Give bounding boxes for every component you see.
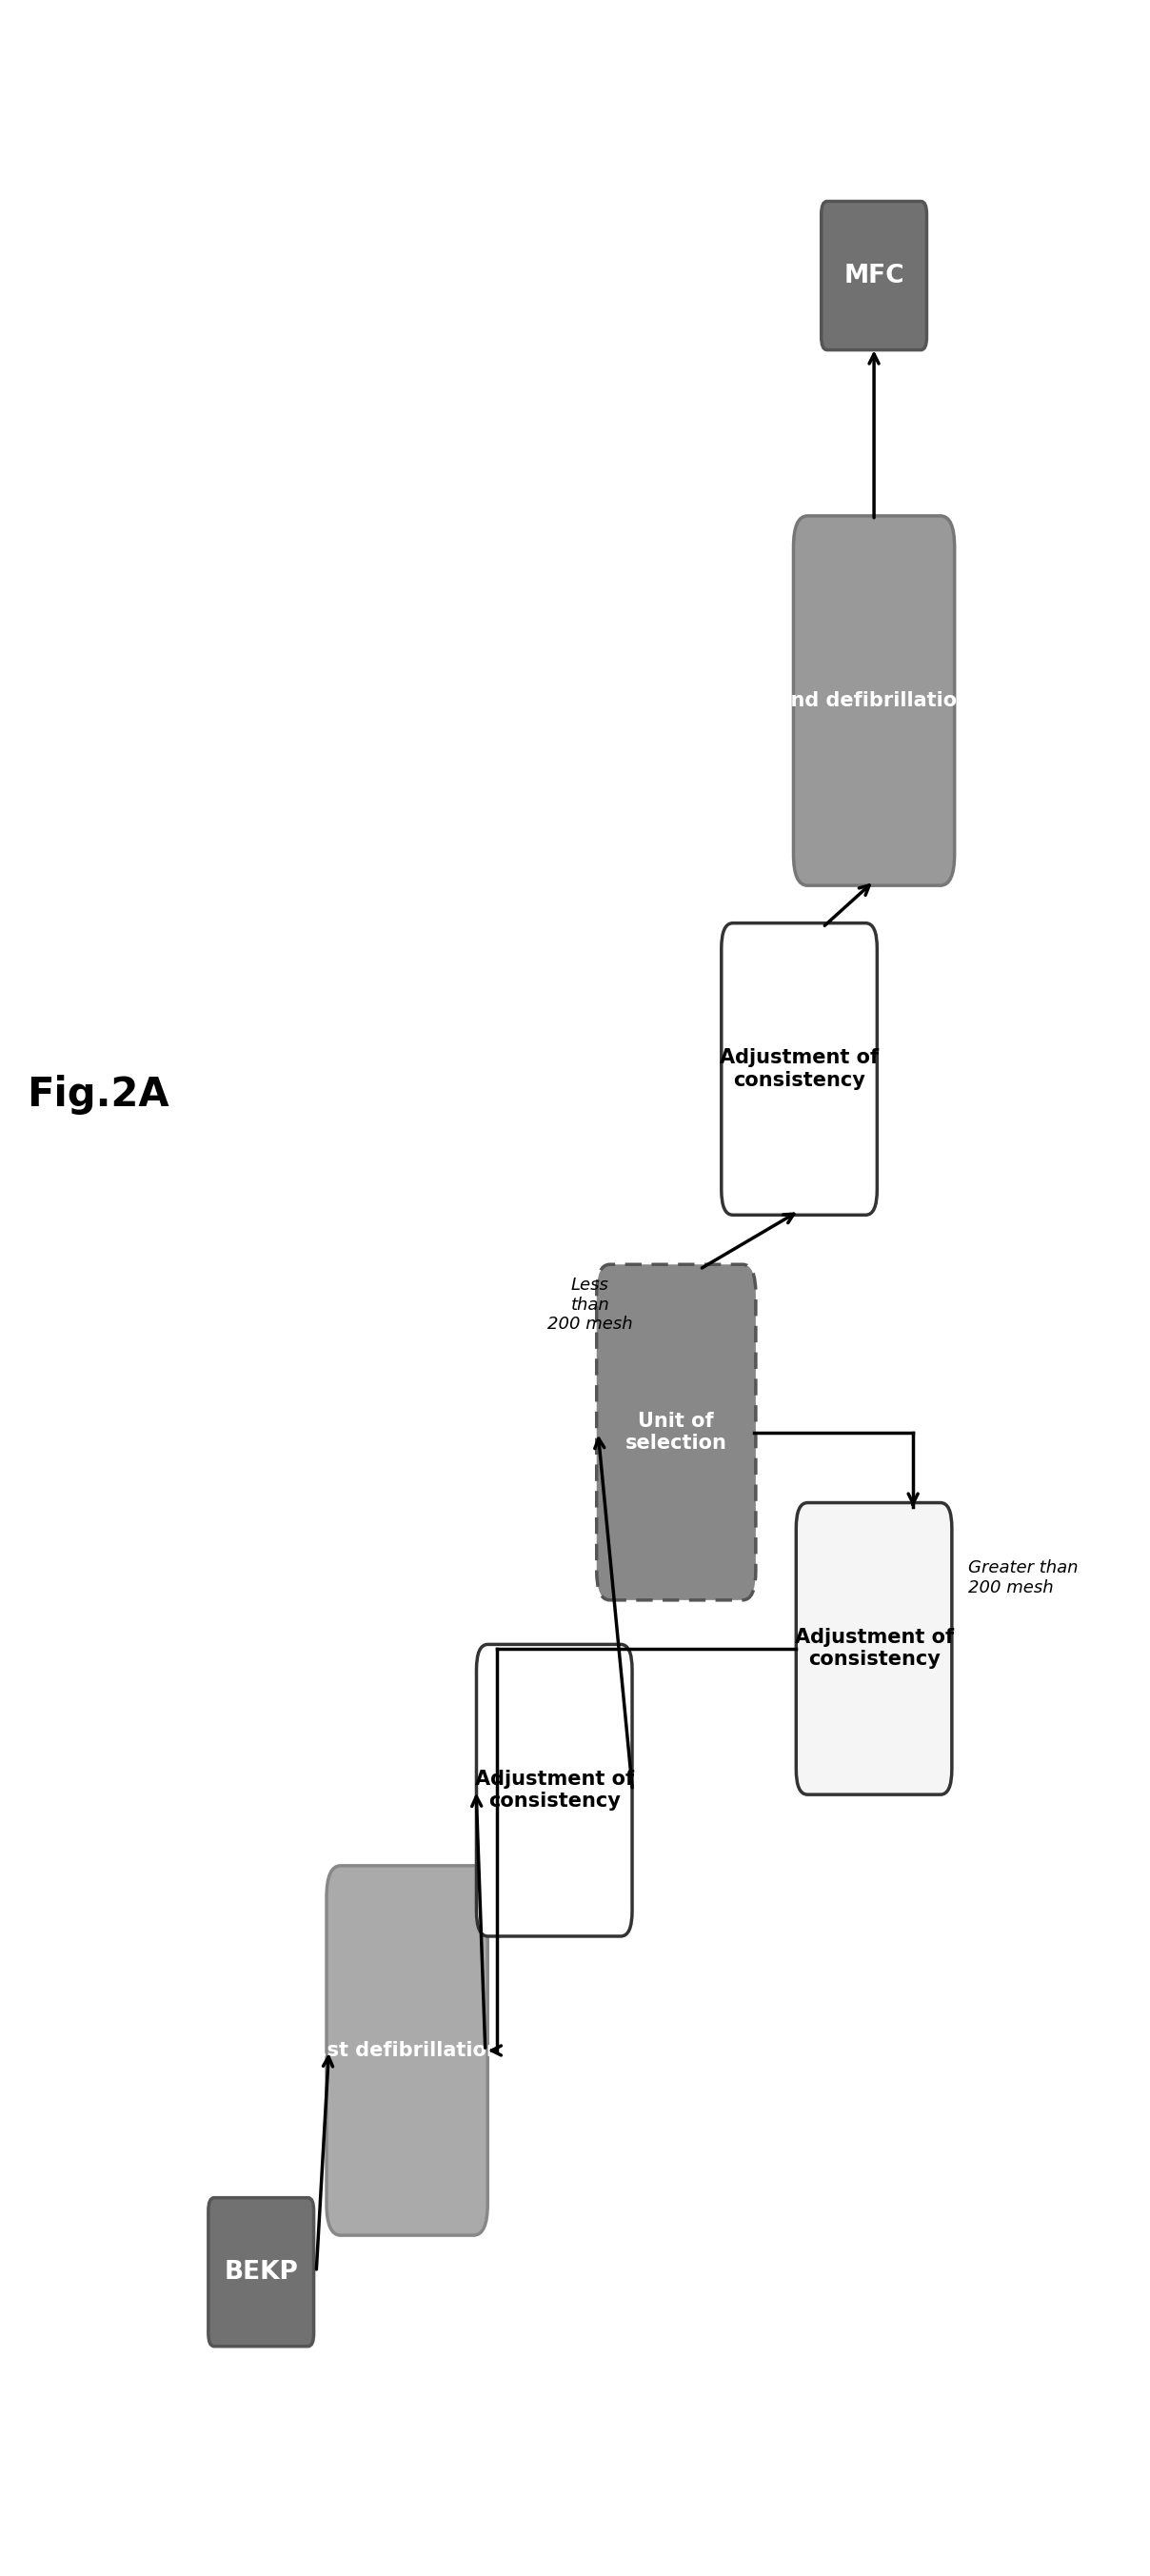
Text: Less
than
200 mesh: Less than 200 mesh [547,1275,632,1334]
FancyBboxPatch shape [476,1643,633,1937]
Text: 2nd defibrillation: 2nd defibrillation [777,690,971,711]
Text: Fig.2A: Fig.2A [26,1074,169,1115]
FancyBboxPatch shape [597,1265,756,1600]
Text: Adjustment of
consistency: Adjustment of consistency [720,1048,879,1090]
Text: MFC: MFC [844,263,904,289]
Text: Adjustment of
consistency: Adjustment of consistency [475,1770,634,1811]
FancyBboxPatch shape [327,1865,488,2236]
Text: Adjustment of
consistency: Adjustment of consistency [795,1628,953,1669]
FancyBboxPatch shape [721,922,877,1216]
FancyBboxPatch shape [208,2197,314,2347]
Text: Greater than
200 mesh: Greater than 200 mesh [968,1558,1078,1597]
FancyBboxPatch shape [821,201,927,350]
FancyBboxPatch shape [796,1502,952,1795]
Text: 1st defibrillation: 1st defibrillation [314,2040,500,2061]
Text: Unit of
selection: Unit of selection [626,1412,727,1453]
Text: BEKP: BEKP [224,2259,298,2285]
FancyBboxPatch shape [794,515,954,886]
